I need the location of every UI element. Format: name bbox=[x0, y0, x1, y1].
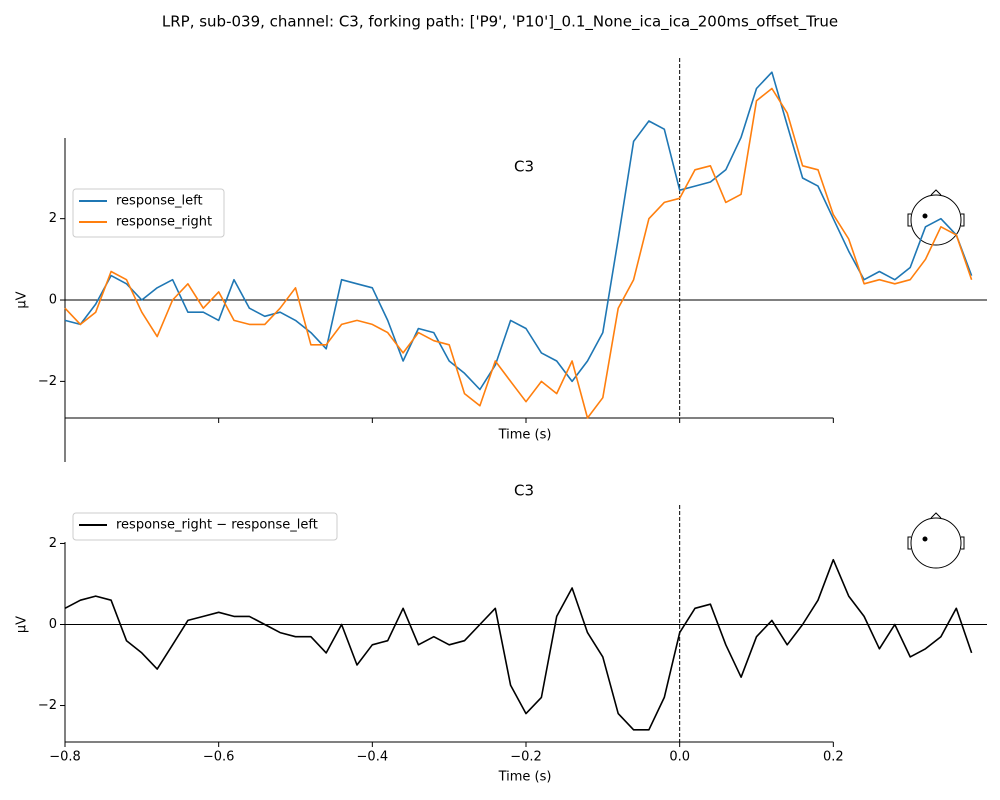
x-tick-label: 0.0 bbox=[669, 750, 690, 765]
y-axis-label: µV bbox=[15, 616, 30, 633]
legend-box bbox=[72, 188, 225, 238]
series-line bbox=[64, 87, 973, 419]
head-icon bbox=[907, 512, 965, 569]
y-tick-label: −2 bbox=[38, 698, 57, 713]
x-tick-label: −0.4 bbox=[357, 750, 389, 765]
series-line bbox=[64, 71, 973, 391]
legend-label: response_left bbox=[116, 194, 203, 209]
y-axis-label: µV bbox=[15, 291, 30, 308]
x-tick-label: −0.6 bbox=[203, 750, 235, 765]
y-tick-label: 2 bbox=[49, 211, 57, 226]
x-tick-label: 0.2 bbox=[823, 750, 844, 765]
head-icon bbox=[907, 189, 965, 246]
legend-label: response_right − response_left bbox=[116, 518, 318, 533]
y-tick-label: 0 bbox=[49, 293, 57, 308]
panel-title: C3 bbox=[514, 482, 534, 500]
legend-box bbox=[72, 512, 338, 541]
panel-title: C3 bbox=[514, 158, 534, 176]
series-line bbox=[64, 558, 973, 731]
x-axis-label: Time (s) bbox=[498, 770, 552, 785]
x-tick-label: −0.8 bbox=[49, 750, 81, 765]
x-tick-label: −0.2 bbox=[510, 750, 542, 765]
x-axis-label: Time (s) bbox=[498, 428, 552, 443]
y-tick-label: −2 bbox=[38, 374, 57, 389]
y-tick-label: 2 bbox=[49, 536, 57, 551]
figure-title: LRP, sub-039, channel: C3, forking path:… bbox=[162, 13, 838, 32]
legend-label: response_right bbox=[116, 215, 212, 230]
y-tick-label: 0 bbox=[49, 617, 57, 632]
